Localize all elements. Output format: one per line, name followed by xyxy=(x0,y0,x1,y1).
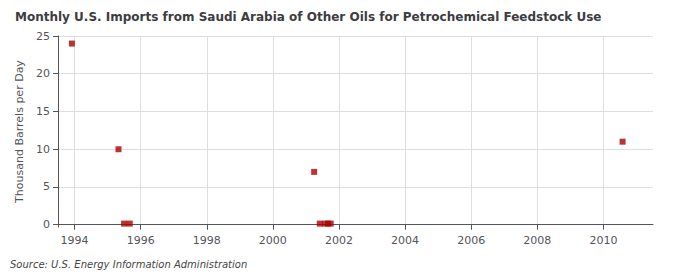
svg-text:0: 0 xyxy=(43,218,50,231)
svg-text:Source: U.S. Energy Informatio: Source: U.S. Energy Information Administ… xyxy=(10,259,247,270)
svg-text:1996: 1996 xyxy=(127,234,155,247)
svg-text:Monthly U.S. Imports from Saud: Monthly U.S. Imports from Saudi Arabia o… xyxy=(15,10,602,24)
svg-text:25: 25 xyxy=(36,30,50,43)
svg-text:1994: 1994 xyxy=(61,234,89,247)
svg-text:5: 5 xyxy=(43,180,50,193)
svg-text:2004: 2004 xyxy=(391,234,419,247)
svg-text:Thousand Barrels per Day: Thousand Barrels per Day xyxy=(13,60,26,204)
svg-text:2006: 2006 xyxy=(457,234,485,247)
svg-text:10: 10 xyxy=(36,143,50,156)
svg-text:2002: 2002 xyxy=(325,234,353,247)
svg-text:1998: 1998 xyxy=(193,234,221,247)
svg-text:15: 15 xyxy=(36,105,50,118)
svg-text:2008: 2008 xyxy=(523,234,551,247)
svg-text:20: 20 xyxy=(36,67,50,80)
svg-text:2010: 2010 xyxy=(589,234,617,247)
svg-text:2000: 2000 xyxy=(259,234,287,247)
